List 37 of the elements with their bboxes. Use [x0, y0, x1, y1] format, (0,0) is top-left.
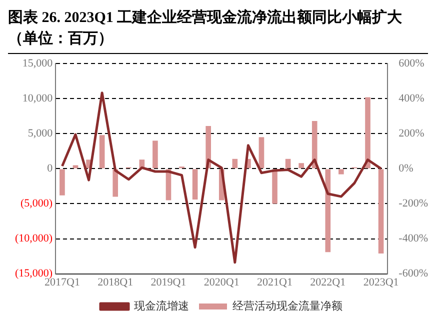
legend-label: 经营活动现金流量净额: [232, 299, 342, 312]
bar: [72, 165, 78, 168]
y2-tick-label: -600%: [398, 268, 428, 280]
x-tick-label: 2022Q1: [310, 276, 346, 288]
legend-label: 现金流增速: [134, 299, 189, 312]
bar: [365, 97, 370, 168]
y-tick-label: 0: [47, 162, 54, 175]
bar: [325, 169, 331, 252]
bar: [285, 158, 291, 168]
y2-tick-label: 600%: [398, 57, 424, 70]
bar: [258, 137, 264, 168]
y-tick-label: 15,000: [22, 57, 54, 70]
bar: [192, 169, 198, 200]
y-tick-label: 5,000: [28, 128, 54, 140]
bar: [60, 169, 65, 196]
bar: [112, 169, 118, 197]
y2-tick-label: 200%: [398, 128, 424, 140]
y2-tick-label: -400%: [398, 232, 428, 245]
y-tick-label: (10,000): [15, 232, 53, 245]
x-tick-label: 2020Q1: [204, 276, 240, 288]
y2-tick-label: 0%: [398, 162, 414, 175]
x-tick-label: 2021Q1: [257, 276, 292, 288]
x-tick-label: 2023Q1: [363, 276, 399, 288]
bar: [378, 169, 384, 254]
bar: [232, 158, 238, 168]
bar: [152, 140, 158, 168]
bar: [272, 169, 278, 204]
chart-title: 图表 26. 2023Q1 工建企业经营现金流净流出额同比小幅扩大（单位：百万）: [8, 8, 428, 54]
y-tick-label: 10,000: [22, 92, 54, 105]
x-tick-label: 2018Q1: [98, 276, 134, 288]
y2-tick-label: -200%: [398, 198, 428, 210]
bar: [99, 135, 105, 168]
x-tick-label: 2019Q1: [150, 276, 186, 288]
y-tick-label: (5,000): [20, 198, 53, 210]
bar: [338, 169, 344, 174]
bar: [298, 163, 304, 168]
y2-tick-label: 400%: [398, 92, 424, 105]
